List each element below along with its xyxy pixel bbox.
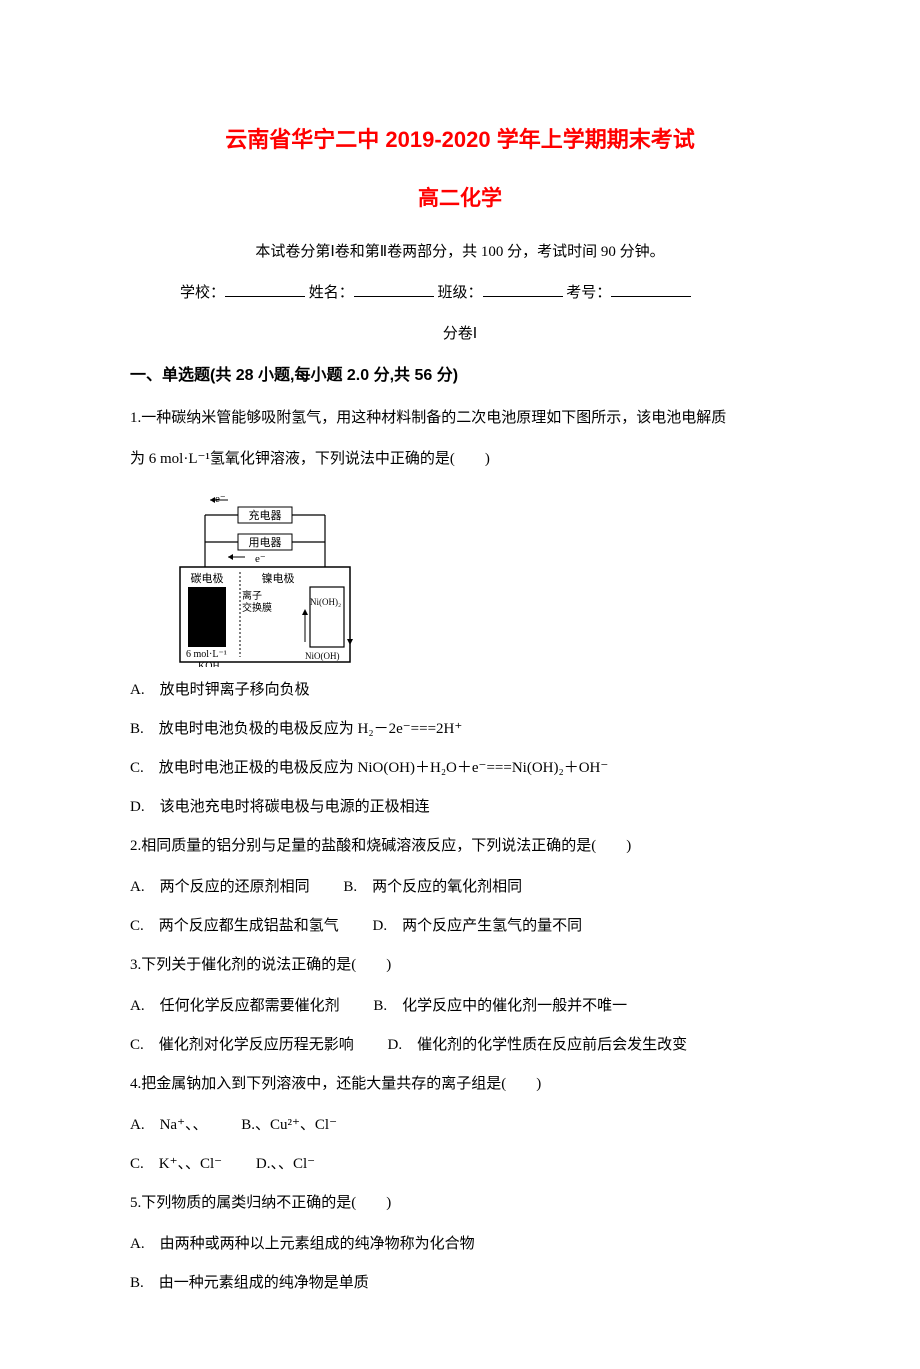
diagram-membrane-label2: 交换膜 <box>242 601 272 614</box>
diagram-niooh: NiO(OH) <box>305 651 340 661</box>
diagram-nickel-label: 镍电极 <box>262 571 295 585</box>
q5-optB: B. 由一种元素组成的纯净物是单质 <box>130 1270 790 1297</box>
info-line: 学校： 姓名： 班级： 考号： <box>130 280 790 307</box>
q3-row2: C. 催化剂对化学反应历程无影响 D. 催化剂的化学性质在反应前后会发生改变 <box>130 1032 790 1059</box>
q2-row1: A. 两个反应的还原剂相同 B. 两个反应的氧化剂相同 <box>130 874 790 901</box>
q5-optA: A. 由两种或两种以上元素组成的纯净物称为化合物 <box>130 1231 790 1258</box>
q4-row2: C. K⁺、、Cl⁻ D.、、Cl⁻ <box>130 1151 790 1178</box>
q1-optA: A. 放电时钾离子移向负极 <box>130 677 790 704</box>
q4-optD: D.、、Cl⁻ <box>256 1151 315 1178</box>
diagram-carbon-label: 碳电极 <box>191 571 224 585</box>
q1-stem-b: 为 6 mol·L⁻¹氢氧化钾溶液，下列说法中正确的是( ) <box>130 446 790 473</box>
section-header: 一、单选题(共 28 小题,每小题 2.0 分,共 56 分) <box>130 362 790 391</box>
name-blank <box>354 282 434 297</box>
q2-optC: C. 两个反应都生成铝盐和氢气 <box>130 913 339 940</box>
q1-optC: C. 放电时电池正极的电极反应为 NiO(OH)＋H₂O＋e⁻===Ni(OH)… <box>130 755 790 782</box>
q3-stem: 3.下列关于催化剂的说法正确的是( ) <box>130 952 790 979</box>
q3-optB: B. 化学反应中的催化剂一般并不唯一 <box>373 993 627 1020</box>
q2-optA: A. 两个反应的还原剂相同 <box>130 874 310 901</box>
q5-stem: 5.下列物质的属类归纳不正确的是( ) <box>130 1190 790 1217</box>
q4-optC: C. K⁺、、Cl⁻ <box>130 1151 222 1178</box>
diagram-nioh2: Ni(OH)₂ <box>310 597 341 607</box>
battery-svg: 充电器 e⁻ 用电器 e⁻ 碳电极 镍电极 离子 交换膜 6 mol·L⁻¹ K… <box>160 487 370 667</box>
q2-optB: B. 两个反应的氧化剂相同 <box>343 874 522 901</box>
class-blank <box>483 282 563 297</box>
battery-diagram: 充电器 e⁻ 用电器 e⁻ 碳电极 镍电极 离子 交换膜 6 mol·L⁻¹ K… <box>160 487 790 667</box>
diagram-koh-conc: 6 mol·L⁻¹ <box>186 649 227 660</box>
q2-row2: C. 两个反应都生成铝盐和氢气 D. 两个反应产生氢气的量不同 <box>130 913 790 940</box>
q4-optB: B.、Cu²⁺、Cl⁻ <box>241 1112 337 1139</box>
q3-optC: C. 催化剂对化学反应历程无影响 <box>130 1032 354 1059</box>
diagram-koh: KOH <box>198 661 220 667</box>
section-label: 分卷Ⅰ <box>130 321 790 348</box>
q3-optD: D. 催化剂的化学性质在反应前后会发生改变 <box>388 1032 688 1059</box>
id-label: 考号： <box>566 285 611 301</box>
title-main: 云南省华宁二中 2019-2020 学年上学期期末考试 <box>130 120 790 160</box>
school-blank <box>225 282 305 297</box>
diagram-load-label: 用电器 <box>249 536 282 549</box>
q3-row1: A. 任何化学反应都需要催化剂 B. 化学反应中的催化剂一般并不唯一 <box>130 993 790 1020</box>
diagram-membrane-label1: 离子 <box>242 589 262 602</box>
name-label: 姓名： <box>309 285 354 301</box>
q1-stem-a: 1.一种碳纳米管能够吸附氢气，用这种材料制备的二次电池原理如下图所示，该电池电解… <box>130 405 790 432</box>
diagram-e-top: e⁻ <box>215 493 226 505</box>
diagram-e-bot: e⁻ <box>255 553 266 565</box>
class-label: 班级： <box>438 285 483 301</box>
intro-line: 本试卷分第Ⅰ卷和第Ⅱ卷两部分，共 100 分，考试时间 90 分钟。 <box>130 239 790 266</box>
q1-optB: B. 放电时电池负极的电极反应为 H₂－2e⁻===2H⁺ <box>130 716 790 743</box>
diagram-charger-label: 充电器 <box>249 508 282 522</box>
id-blank <box>611 282 691 297</box>
title-sub: 高二化学 <box>130 180 790 218</box>
q2-stem: 2.相同质量的铝分别与足量的盐酸和烧碱溶液反应，下列说法正确的是( ) <box>130 833 790 860</box>
q4-row1: A. Na⁺、、 B.、Cu²⁺、Cl⁻ <box>130 1112 790 1139</box>
q4-optA: A. Na⁺、、 <box>130 1112 208 1139</box>
q4-stem: 4.把金属钠加入到下列溶液中，还能大量共存的离子组是( ) <box>130 1071 790 1098</box>
q3-optA: A. 任何化学反应都需要催化剂 <box>130 993 340 1020</box>
q2-optD: D. 两个反应产生氢气的量不同 <box>373 913 583 940</box>
q1-optD: D. 该电池充电时将碳电极与电源的正极相连 <box>130 794 790 821</box>
school-label: 学校： <box>180 285 225 301</box>
